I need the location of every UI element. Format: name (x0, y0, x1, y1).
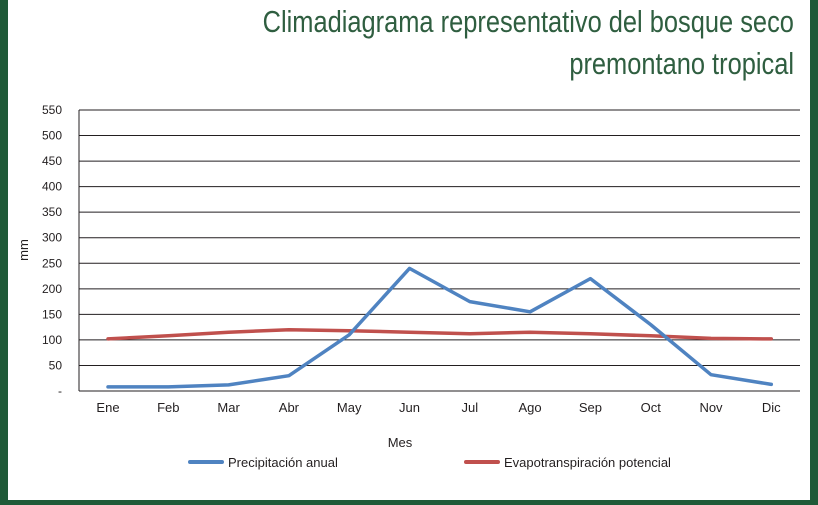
y-axis-label: mm (16, 239, 31, 261)
y-tick-label: 350 (42, 205, 62, 219)
y-tick-label: 500 (42, 129, 62, 143)
x-tick-label: Jul (461, 400, 478, 415)
y-tick-label: 300 (42, 231, 62, 245)
x-tick-label: Ene (96, 400, 119, 415)
y-tick-label: - (58, 384, 62, 398)
y-tick-label: 100 (42, 333, 62, 347)
y-tick-labels: - 50 100 150 200 250 300 350 400 450 500 550 (42, 103, 62, 398)
x-tick-label: Dic (762, 400, 781, 415)
chart-title-line-2: premontano tropical (569, 46, 794, 81)
series-line (106, 327, 774, 341)
x-axis-label: Mes (388, 435, 413, 450)
y-tick-label: 50 (49, 358, 63, 372)
x-tick-label: Mar (217, 400, 240, 415)
y-tick-label: 550 (42, 103, 62, 117)
legend-label: Precipitación anual (228, 455, 338, 470)
legend: Precipitación anual Evapotranspiración po… (188, 455, 671, 470)
y-tick-label: 250 (42, 256, 62, 270)
x-tick-label: Jun (399, 400, 420, 415)
series-line (106, 266, 774, 389)
x-tick-labels: Ene Feb Mar Abr May Jun Jul Ago Sep Oct Nov Dic (96, 400, 781, 415)
series-lines (106, 266, 774, 389)
x-tick-label: Abr (279, 400, 300, 415)
y-tick-label: 450 (42, 154, 62, 168)
x-tick-label: Nov (699, 400, 723, 415)
x-tick-label: Oct (641, 400, 662, 415)
x-tick-label: Sep (579, 400, 602, 415)
x-tick-label: Feb (157, 400, 179, 415)
y-tick-label: 200 (42, 282, 62, 296)
x-tick-label: May (337, 400, 362, 415)
y-tick-label: 400 (42, 180, 62, 194)
legend-label: Evapotranspiración potencial (504, 455, 671, 470)
chart-title-line-1: Climadiagrama representativo del bosque … (262, 4, 794, 39)
chart-panel: Climadiagrama representativo del bosque … (8, 0, 810, 500)
x-tick-label: Ago (519, 400, 542, 415)
gridlines (78, 109, 800, 392)
y-tick-label: 150 (42, 307, 62, 321)
